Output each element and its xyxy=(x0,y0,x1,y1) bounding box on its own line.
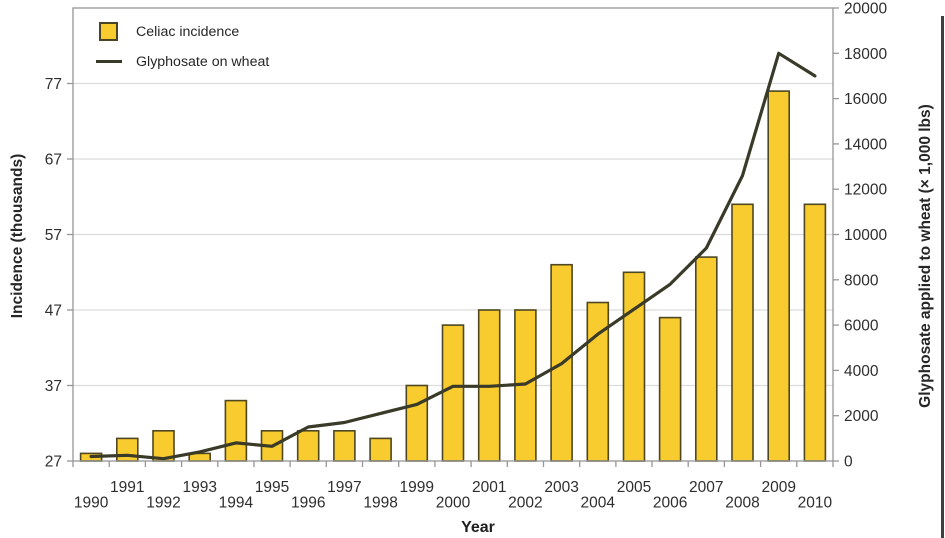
right-tick-label-18000: 18000 xyxy=(844,46,887,63)
x-tick-label-2003: 2003 xyxy=(544,479,578,496)
right-tick-label-8000: 8000 xyxy=(844,272,879,289)
x-axis-title: Year xyxy=(461,519,495,536)
x-tick-label-2004: 2004 xyxy=(581,495,616,512)
x-tick-label-1998: 1998 xyxy=(363,495,397,512)
x-tick-label-2000: 2000 xyxy=(436,495,471,512)
image-edge-artifact xyxy=(941,16,944,538)
celiac-bar-1999 xyxy=(405,384,429,462)
x-tick-label-1994: 1994 xyxy=(219,495,254,512)
right-tick-label-14000: 14000 xyxy=(844,136,887,153)
celiac-bar-2007 xyxy=(694,256,718,462)
x-tick-label-1990: 1990 xyxy=(74,495,109,512)
celiac-bar-2006 xyxy=(658,316,682,462)
legend: Celiac incidence Glyphosate on wheat xyxy=(95,22,269,83)
right-axis-title: Glyphosate applied to wheat (× 1,000 lbs… xyxy=(917,104,934,408)
right-tick-label-0: 0 xyxy=(844,454,853,471)
right-tick-label-2000: 2000 xyxy=(844,408,879,425)
x-tick-label-1995: 1995 xyxy=(255,479,289,496)
celiac-bar-1997 xyxy=(333,429,356,462)
celiac-bar-2008 xyxy=(731,203,754,462)
left-tick-label-67: 67 xyxy=(45,152,62,169)
legend-item-glyphosate: Glyphosate on wheat xyxy=(95,53,269,70)
left-tick-label-57: 57 xyxy=(45,227,62,244)
x-tick-label-2005: 2005 xyxy=(617,479,651,496)
right-tick-label-6000: 6000 xyxy=(844,318,879,335)
left-tick-label-77: 77 xyxy=(45,76,62,93)
x-tick-label-2007: 2007 xyxy=(689,479,723,496)
x-tick-label-2010: 2010 xyxy=(798,495,833,512)
celiac-bar-1994 xyxy=(224,399,248,462)
x-tick-label-2001: 2001 xyxy=(472,479,506,496)
glyphosate-line-swatch-icon xyxy=(95,59,122,64)
legend-label-glyphosate: Glyphosate on wheat xyxy=(136,53,270,70)
x-tick-label-1997: 1997 xyxy=(327,479,361,496)
right-tick-label-16000: 16000 xyxy=(844,91,887,108)
x-tick-label-1996: 1996 xyxy=(291,495,325,512)
left-tick-label-37: 37 xyxy=(45,378,62,395)
celiac-bar-swatch-icon xyxy=(99,22,118,41)
celiac-bar-1998 xyxy=(369,437,392,462)
legend-label-celiac: Celiac incidence xyxy=(136,23,240,40)
left-tick-label-27: 27 xyxy=(45,454,62,471)
x-tick-label-1992: 1992 xyxy=(146,495,180,512)
x-tick-label-1999: 1999 xyxy=(400,479,434,496)
celiac-bar-2005 xyxy=(622,271,646,462)
x-tick-label-2009: 2009 xyxy=(761,479,795,496)
x-tick-label-2006: 2006 xyxy=(653,495,687,512)
celiac-bar-2004 xyxy=(586,301,610,462)
celiac-bar-2000 xyxy=(441,324,465,462)
right-tick-label-10000: 10000 xyxy=(844,227,887,244)
celiac-bar-1991 xyxy=(116,437,139,462)
celiac-bar-1996 xyxy=(296,429,320,462)
legend-item-celiac: Celiac incidence xyxy=(95,22,269,41)
x-tick-label-2002: 2002 xyxy=(508,495,542,512)
right-tick-label-12000: 12000 xyxy=(844,182,887,199)
glyphosate-line xyxy=(89,51,817,461)
left-axis-title: Incidence (thousands) xyxy=(9,153,26,319)
left-tick-label-47: 47 xyxy=(45,303,62,320)
celiac-bar-2009 xyxy=(767,90,791,462)
celiac-bar-2010 xyxy=(803,203,827,462)
x-tick-label-1993: 1993 xyxy=(182,479,216,496)
x-tick-label-2008: 2008 xyxy=(725,495,759,512)
x-tick-label-1991: 1991 xyxy=(110,479,144,496)
right-tick-label-20000: 20000 xyxy=(844,1,887,18)
right-tick-label-4000: 4000 xyxy=(844,363,879,380)
